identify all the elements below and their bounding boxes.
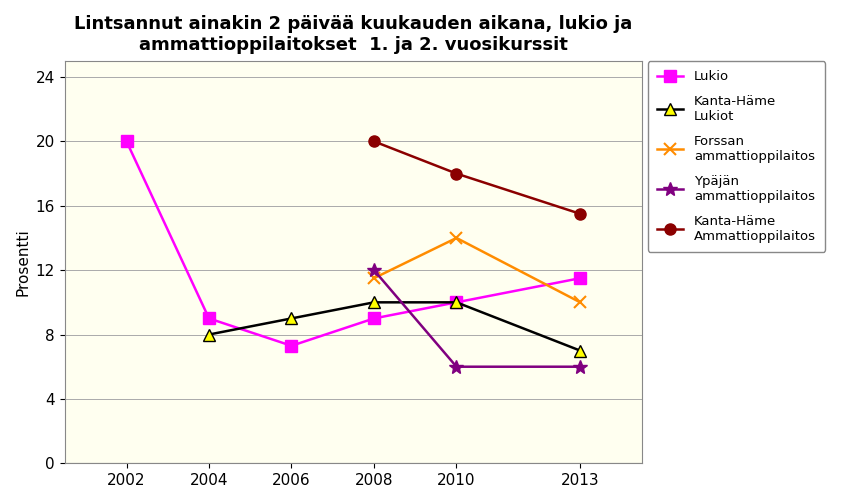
Legend: Lukio, Kanta-Häme
Lukiot, Forssan
ammattioppilaitos, Ypäjän
ammattioppilaitos, K: Lukio, Kanta-Häme Lukiot, Forssan ammatt… — [648, 61, 825, 252]
Ypäjän
ammattioppilaitos — [369, 267, 379, 273]
Kanta-Häme
Lukiot — [452, 299, 462, 305]
Lukio — [287, 343, 297, 349]
Lukio — [121, 138, 131, 144]
Kanta-Häme
Lukiot — [287, 315, 297, 321]
Lukio — [452, 299, 462, 305]
Lukio — [575, 275, 585, 281]
Line: Ypäjän
ammattioppilaitos: Ypäjän ammattioppilaitos — [367, 263, 587, 374]
Title: Lintsannut ainakin 2 päivää kuukauden aikana, lukio ja
ammattioppilaitokset  1. : Lintsannut ainakin 2 päivää kuukauden ai… — [74, 15, 632, 54]
Kanta-Häme
Ammattioppilaitos — [452, 171, 462, 177]
Line: Lukio: Lukio — [121, 136, 585, 351]
Kanta-Häme
Lukiot — [575, 348, 585, 354]
Kanta-Häme
Ammattioppilaitos — [575, 211, 585, 217]
Forssan
ammattioppilaitos — [575, 299, 585, 305]
Kanta-Häme
Lukiot — [369, 299, 379, 305]
Lukio — [204, 315, 214, 321]
Ypäjän
ammattioppilaitos — [575, 364, 585, 370]
Kanta-Häme
Lukiot — [204, 331, 214, 338]
Ypäjän
ammattioppilaitos — [452, 364, 462, 370]
Kanta-Häme
Ammattioppilaitos — [369, 138, 379, 144]
Forssan
ammattioppilaitos — [369, 275, 379, 281]
Lukio — [369, 315, 379, 321]
Forssan
ammattioppilaitos — [452, 235, 462, 241]
Line: Kanta-Häme
Lukiot: Kanta-Häme Lukiot — [203, 296, 586, 357]
Line: Kanta-Häme
Ammattioppilaitos: Kanta-Häme Ammattioppilaitos — [368, 136, 585, 219]
Line: Forssan
ammattioppilaitos: Forssan ammattioppilaitos — [368, 232, 586, 308]
Y-axis label: Prosentti: Prosentti — [15, 228, 30, 296]
